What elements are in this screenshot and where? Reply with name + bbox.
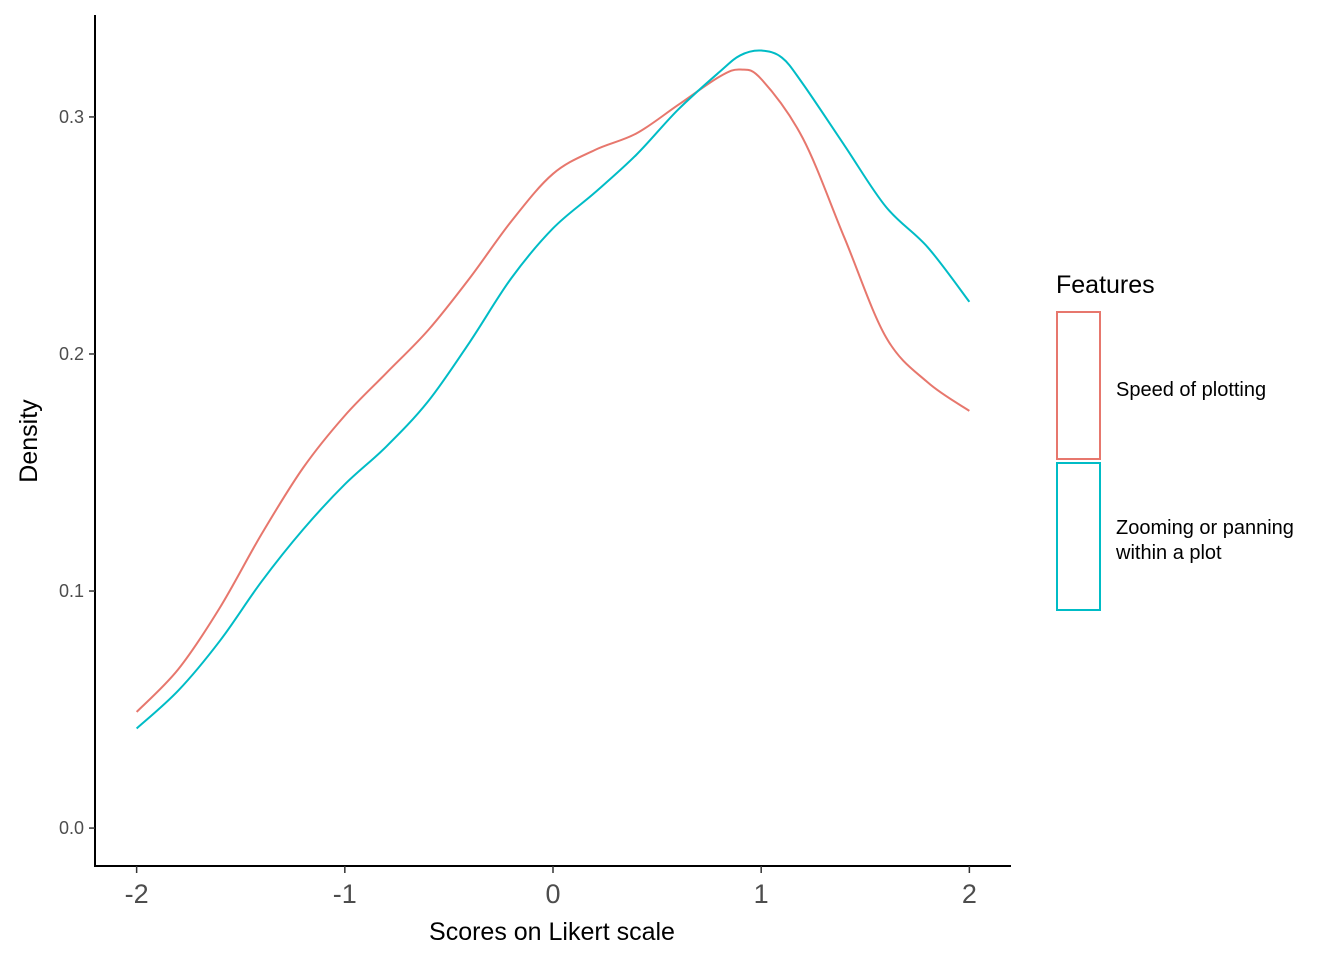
legend-label-line: Zooming or panning (1116, 517, 1294, 539)
y-tick-label: 0.3 (59, 107, 84, 127)
y-tick-label: 0.2 (59, 344, 84, 364)
x-axis-title: Scores on Likert scale (429, 918, 675, 946)
legend-title: Features (1056, 271, 1155, 299)
x-tick-label: 2 (962, 879, 977, 909)
x-tick-label: -1 (333, 879, 357, 909)
x-axis-ticks: -2 -1 0 1 2 (125, 866, 977, 909)
x-tick-label: 0 (545, 879, 560, 909)
legend-key-speed-of-plotting (1056, 311, 1101, 460)
x-tick-label: 1 (754, 879, 769, 909)
y-axis-ticks: 0.0 0.1 0.2 0.3 (59, 107, 95, 838)
plot-series-group (135, 49, 971, 730)
legend-label-speed-of-plotting: Speed of plotting (1116, 379, 1266, 401)
y-axis-title: Density (15, 399, 43, 483)
x-tick-label: -2 (125, 879, 149, 909)
y-tick-label: 0.1 (59, 581, 84, 601)
legend: Features Speed of plotting Zooming or pa… (1056, 271, 1294, 611)
y-tick-label: 0.0 (59, 818, 84, 838)
legend-key-zooming-or-panning (1056, 462, 1101, 611)
legend-label-line: within a plot (1115, 542, 1222, 564)
series-line-zooming-or-panning (135, 49, 971, 730)
legend-label-zooming-or-panning: Zooming or panning within a plot (1115, 517, 1294, 564)
series-line-speed-of-plotting (135, 68, 970, 713)
